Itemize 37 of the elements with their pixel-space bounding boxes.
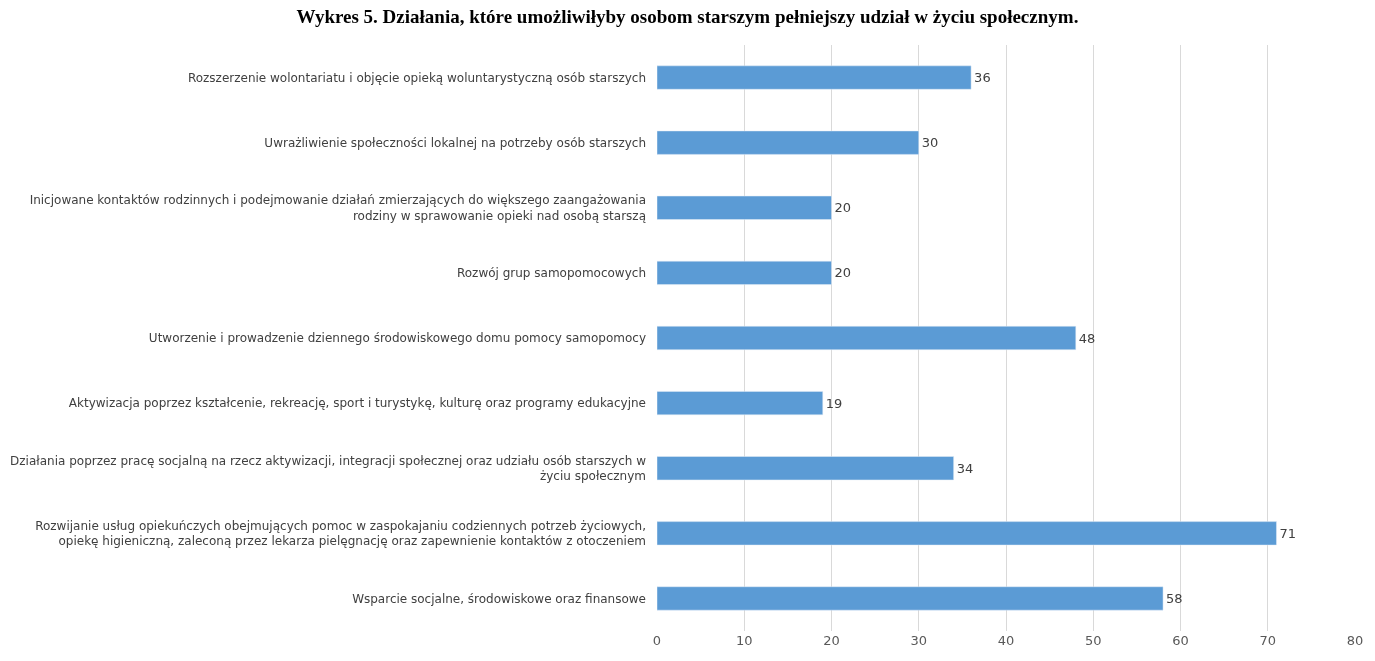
bar: [657, 391, 824, 416]
x-tick-label: 30: [910, 633, 928, 648]
data-label: 30: [921, 135, 939, 151]
x-tick-label: 50: [1084, 633, 1102, 648]
bar: [657, 260, 832, 285]
bar: [657, 130, 919, 155]
x-tick-label: 10: [735, 633, 753, 648]
bar: [657, 65, 972, 90]
y-tick-label: Uwrażliwienie społeczności lokalnej na potrzeby osób starszych: [264, 135, 646, 150]
data-label: 19: [825, 395, 843, 411]
y-tick-label: Rozszerzenie wolontariatu i objęcie opieką woluntarystyczną osób starszych: [187, 70, 646, 85]
x-tick-label: 20: [823, 633, 840, 648]
y-tick-label: Rozwój grup samopomocowych: [456, 266, 646, 281]
data-label: 48: [1078, 330, 1096, 346]
chart-title: Wykres 5. Działania, które umożliwiłyby osobom starszym pełniejszy udział w życiu społecznym.: [296, 6, 1079, 28]
x-tick-label: 80: [1346, 633, 1364, 648]
bar: [657, 195, 832, 220]
data-label: 20: [834, 200, 852, 216]
y-tick-label: Inicjowane kontaktów rodzinnych i podejmowanie działań zmierzających do większego zaangażowania rodziny w sprawowanie opieki nad osobą starszą: [29, 193, 646, 223]
y-tick-label: Rozwijanie usług opiekuńczych obejmujących pomoc w zaspokajaniu codziennych potrzeb życiowych, opiekę higieniczną, zaleconą przez lekarza pielęgnację oraz zapewnienie kontaktów z otoczeniem: [35, 518, 646, 549]
x-tick-label: 60: [1172, 633, 1189, 648]
y-tick-label: Aktywizacja poprzez kształcenie, rekreację, sport i turystykę, kulturę oraz programy edukacyjne: [68, 396, 646, 411]
y-tick-label: Utworzenie i prowadzenie dziennego środowiskowego domu pomocy samopomocy: [148, 331, 646, 346]
bar: [657, 326, 1077, 350]
data-label: 34: [956, 460, 974, 476]
y-tick-label: Działania poprzez pracę socjalną na rzecz aktywizacji, integracji społecznej oraz udziału osób starszych w życiu społecznym: [10, 453, 647, 484]
x-tick-label: 70: [1259, 633, 1277, 648]
x-tick-label: 40: [997, 633, 1015, 648]
data-label: 58: [1166, 590, 1183, 606]
x-tick-label: 0: [652, 633, 662, 648]
data-label: 20: [834, 265, 852, 281]
bar: [657, 586, 1164, 611]
data-label: 36: [974, 70, 991, 86]
bar: [657, 456, 954, 481]
data-label: 71: [1279, 525, 1297, 541]
y-tick-label: Wsparcie socjalne, środowiskowe oraz finansowe: [352, 591, 646, 606]
bar: [657, 521, 1277, 546]
